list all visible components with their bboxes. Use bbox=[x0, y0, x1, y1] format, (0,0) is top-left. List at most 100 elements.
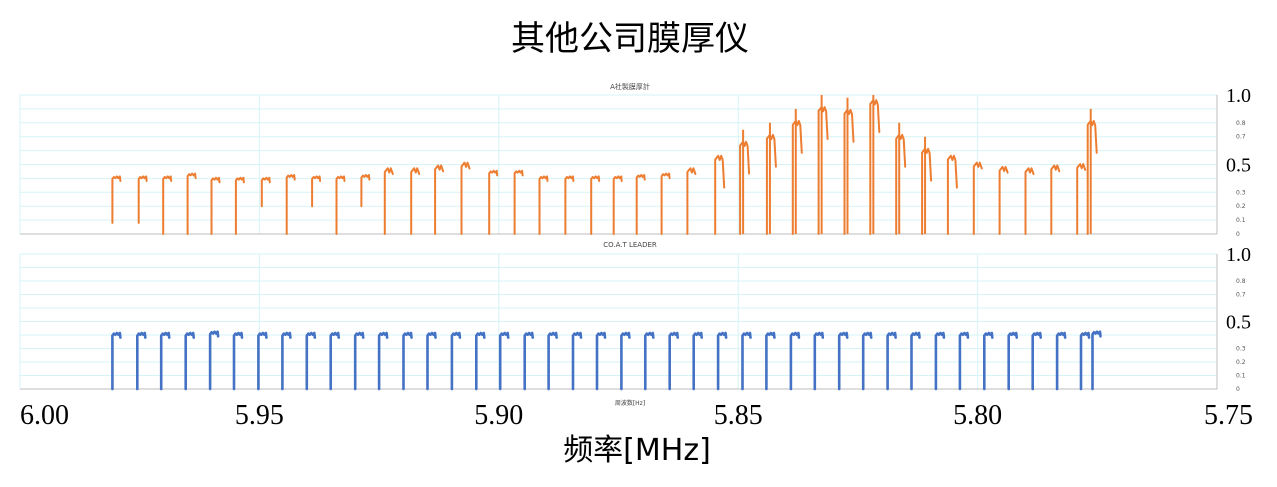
series-pulse bbox=[523, 331, 534, 391]
series-pulse bbox=[450, 331, 462, 391]
series-pulse bbox=[644, 331, 655, 391]
series-pulse bbox=[210, 176, 221, 235]
series-pulse bbox=[660, 172, 671, 235]
series-pulse bbox=[335, 175, 346, 235]
top-panel: A社製膜厚計 1.0 0.5 0.8 0.7 0.3 0.2 0.1 0 bbox=[19, 82, 1251, 238]
series-pulse bbox=[910, 331, 921, 391]
y-tick-label-minor: 0.1 bbox=[1236, 217, 1246, 224]
series-pulse bbox=[353, 331, 365, 391]
series-pulse bbox=[159, 331, 171, 391]
series-pulse bbox=[1091, 330, 1102, 391]
chart-title: 其他公司膜厚仪 bbox=[511, 19, 749, 59]
series-pulse bbox=[861, 331, 873, 391]
series-pulse bbox=[1076, 163, 1087, 235]
series-pulse bbox=[1031, 331, 1042, 391]
series-pulse bbox=[498, 331, 510, 391]
series-pulse bbox=[281, 331, 292, 391]
series-pulse bbox=[426, 331, 437, 391]
series-pulse bbox=[137, 175, 148, 224]
series-pulse bbox=[162, 175, 173, 235]
y-tick-label-minor: 0.1 bbox=[1236, 373, 1246, 380]
top-panel-title: A社製膜厚計 bbox=[610, 82, 650, 91]
series-pulse bbox=[668, 331, 679, 391]
series-pulse bbox=[1024, 167, 1035, 235]
series-pulse bbox=[789, 331, 801, 391]
series-pulse bbox=[635, 174, 646, 235]
series-pulse bbox=[136, 331, 147, 391]
series-pulse bbox=[460, 161, 471, 235]
series-pulse bbox=[184, 331, 195, 391]
series-pulse bbox=[869, 99, 881, 235]
series-pulse bbox=[329, 331, 340, 391]
series-pulse bbox=[998, 165, 1009, 235]
series-pulse bbox=[311, 175, 322, 208]
series-pulse bbox=[111, 331, 122, 391]
series-pulse bbox=[595, 331, 607, 391]
x-tick-label: 5.75 bbox=[1204, 400, 1253, 431]
series-pulse bbox=[791, 120, 803, 235]
y-tick-label-major: 1.0 bbox=[1226, 244, 1251, 266]
series-pulse bbox=[1079, 331, 1091, 391]
series-pulse bbox=[305, 331, 317, 391]
series-pulse bbox=[564, 175, 575, 235]
x-axis-label: 频率[MHz] bbox=[563, 433, 711, 468]
y-tick-label-major: 0.5 bbox=[1226, 312, 1251, 334]
series-pulse bbox=[714, 154, 726, 235]
series-pulse bbox=[765, 331, 776, 391]
series-pulse bbox=[972, 161, 983, 235]
series-pulse bbox=[410, 167, 421, 235]
series-pulse bbox=[620, 331, 631, 391]
series-pulse bbox=[1007, 331, 1018, 391]
x-tick-label: 5.95 bbox=[235, 400, 284, 431]
bottom-panel-xlabel: 周波数[Hz] bbox=[615, 399, 645, 407]
series-pulse bbox=[934, 331, 946, 391]
y-tick-label-minor: 0.8 bbox=[1236, 278, 1246, 285]
series-pulse bbox=[475, 331, 486, 391]
series-pulse bbox=[612, 175, 623, 235]
series-pulse bbox=[260, 176, 271, 208]
series-pulse bbox=[232, 331, 244, 391]
series-pulse bbox=[234, 176, 245, 235]
series-pulse bbox=[1050, 164, 1061, 235]
series-pulse bbox=[257, 331, 268, 391]
series-pulse bbox=[983, 331, 994, 391]
series-pulse bbox=[571, 331, 583, 391]
y-tick-label-major: 1.0 bbox=[1226, 85, 1251, 107]
series-pulse bbox=[383, 167, 394, 235]
series-pulse bbox=[402, 331, 413, 391]
series-pulse bbox=[843, 108, 855, 235]
series-pulse bbox=[547, 331, 558, 391]
series-pulse bbox=[590, 175, 601, 235]
series-pulse bbox=[111, 175, 122, 224]
x-tick-label: 6.00 bbox=[20, 400, 69, 431]
x-tick-label: 5.90 bbox=[474, 400, 523, 431]
series-pulse bbox=[1086, 120, 1098, 235]
bottom-panel: CO.A.T LEADER 周波数[Hz] 1.0 0.5 0.8 0.7 0.3 0.2… bbox=[19, 241, 1251, 407]
series-pulse bbox=[360, 174, 371, 208]
series-pulse bbox=[686, 167, 697, 235]
series-pulse bbox=[886, 331, 897, 391]
y-tick-label-minor: 0.3 bbox=[1236, 346, 1246, 353]
bottom-panel-title: CO.A.T LEADER bbox=[603, 241, 657, 249]
x-tick-label: 5.80 bbox=[953, 400, 1002, 431]
y-tick-label-major: 0.5 bbox=[1226, 155, 1251, 177]
y-tick-label-minor: 0.7 bbox=[1236, 292, 1246, 299]
y-tick-label-minor: 0.2 bbox=[1236, 203, 1246, 210]
series-pulse bbox=[741, 331, 752, 391]
series-pulse bbox=[716, 331, 728, 391]
series-pulse bbox=[488, 169, 499, 235]
series-pulse bbox=[895, 133, 907, 235]
series-pulse bbox=[813, 331, 825, 391]
series-pulse bbox=[946, 154, 958, 235]
series-pulse bbox=[958, 331, 970, 391]
y-tick-label-minor: 0.3 bbox=[1236, 189, 1246, 196]
series-pulse bbox=[285, 174, 296, 235]
x-tick-label: 5.85 bbox=[714, 400, 763, 431]
series-pulse bbox=[1055, 331, 1067, 391]
y-tick-label-minor: 0.8 bbox=[1236, 120, 1246, 127]
series-pulse bbox=[186, 172, 197, 235]
series-pulse bbox=[765, 133, 777, 235]
series-pulse bbox=[692, 331, 703, 391]
series-pulse bbox=[208, 330, 220, 391]
